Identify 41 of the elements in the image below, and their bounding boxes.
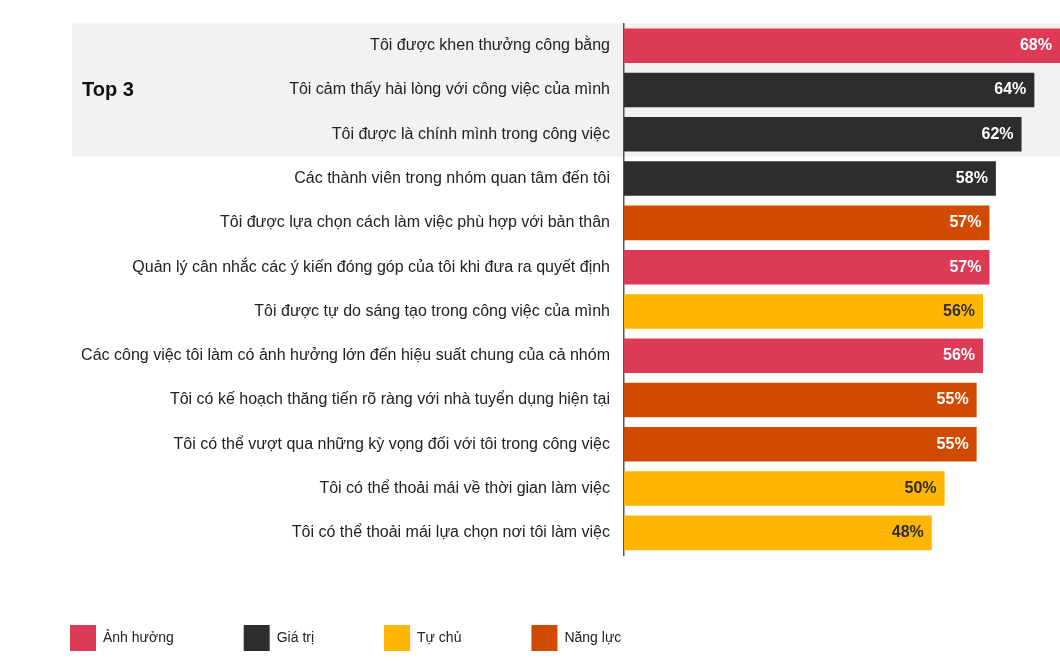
bar <box>624 28 1060 64</box>
y-tick-label: Quản lý cân nhắc các ý kiến đóng góp của tôi khi đưa ra quyết định <box>132 256 610 275</box>
legend-label: Năng lực <box>564 628 622 645</box>
bar <box>624 205 990 241</box>
y-tick-label: Tôi được tự do sáng tạo trong công việc của mình <box>254 301 610 319</box>
y-tick-label: Tôi cảm thấy hài lòng với công việc của mình <box>289 80 610 98</box>
bar <box>624 338 984 373</box>
y-tick-label: Các thành viên trong nhóm quan tâm đến tôi <box>294 169 610 186</box>
legend-label: Giá trị <box>276 628 315 645</box>
legend-label: Tự chủ <box>417 628 462 645</box>
band-label: Top 3 <box>82 77 134 100</box>
y-tick-label: Tôi có thể thoải mái về thời gian làm việc <box>319 478 610 496</box>
bar <box>624 515 932 551</box>
data-label: 56% <box>943 346 976 364</box>
bar <box>624 117 1022 152</box>
data-label: 50% <box>904 478 937 496</box>
data-label: 62% <box>981 124 1014 142</box>
bar <box>624 382 977 418</box>
data-label: 64% <box>994 80 1027 98</box>
bar <box>624 161 996 196</box>
data-label: 57% <box>949 257 982 275</box>
legend-label: Ảnh hưởng <box>103 628 174 645</box>
data-label: 56% <box>943 301 976 319</box>
y-tick-label: Tôi có thể vượt qua những kỳ vọng đối với tôi trong công việc <box>173 434 610 452</box>
bar <box>624 294 984 329</box>
y-tick-label: Tôi được khen thưởng công bằng <box>370 35 610 54</box>
data-label: 58% <box>955 169 988 186</box>
bar <box>624 249 990 285</box>
data-label: 68% <box>1019 36 1052 54</box>
data-label: 55% <box>936 434 969 452</box>
y-tick-label: Tôi được lựa chọn cách làm việc phù hợp với bản thân <box>220 213 610 231</box>
y-tick-label: Tôi có thể thoải mái lựa chọn nơi tôi làm việc <box>291 523 610 541</box>
y-tick-label: Các công việc tôi làm có ảnh hưởng lớn đến hiệu suất chung của cả nhóm <box>81 346 610 364</box>
bar <box>624 427 977 462</box>
bar <box>624 72 1035 108</box>
bar <box>624 471 945 506</box>
data-label: 55% <box>936 390 969 408</box>
data-label: 57% <box>949 213 982 231</box>
y-tick-label: Tôi được là chính mình trong công việc <box>331 124 610 142</box>
y-tick-label: Tôi có kế hoạch thăng tiến rõ ràng với nhà tuyển dụng hiện tại <box>169 390 610 408</box>
data-label: 48% <box>891 523 924 541</box>
